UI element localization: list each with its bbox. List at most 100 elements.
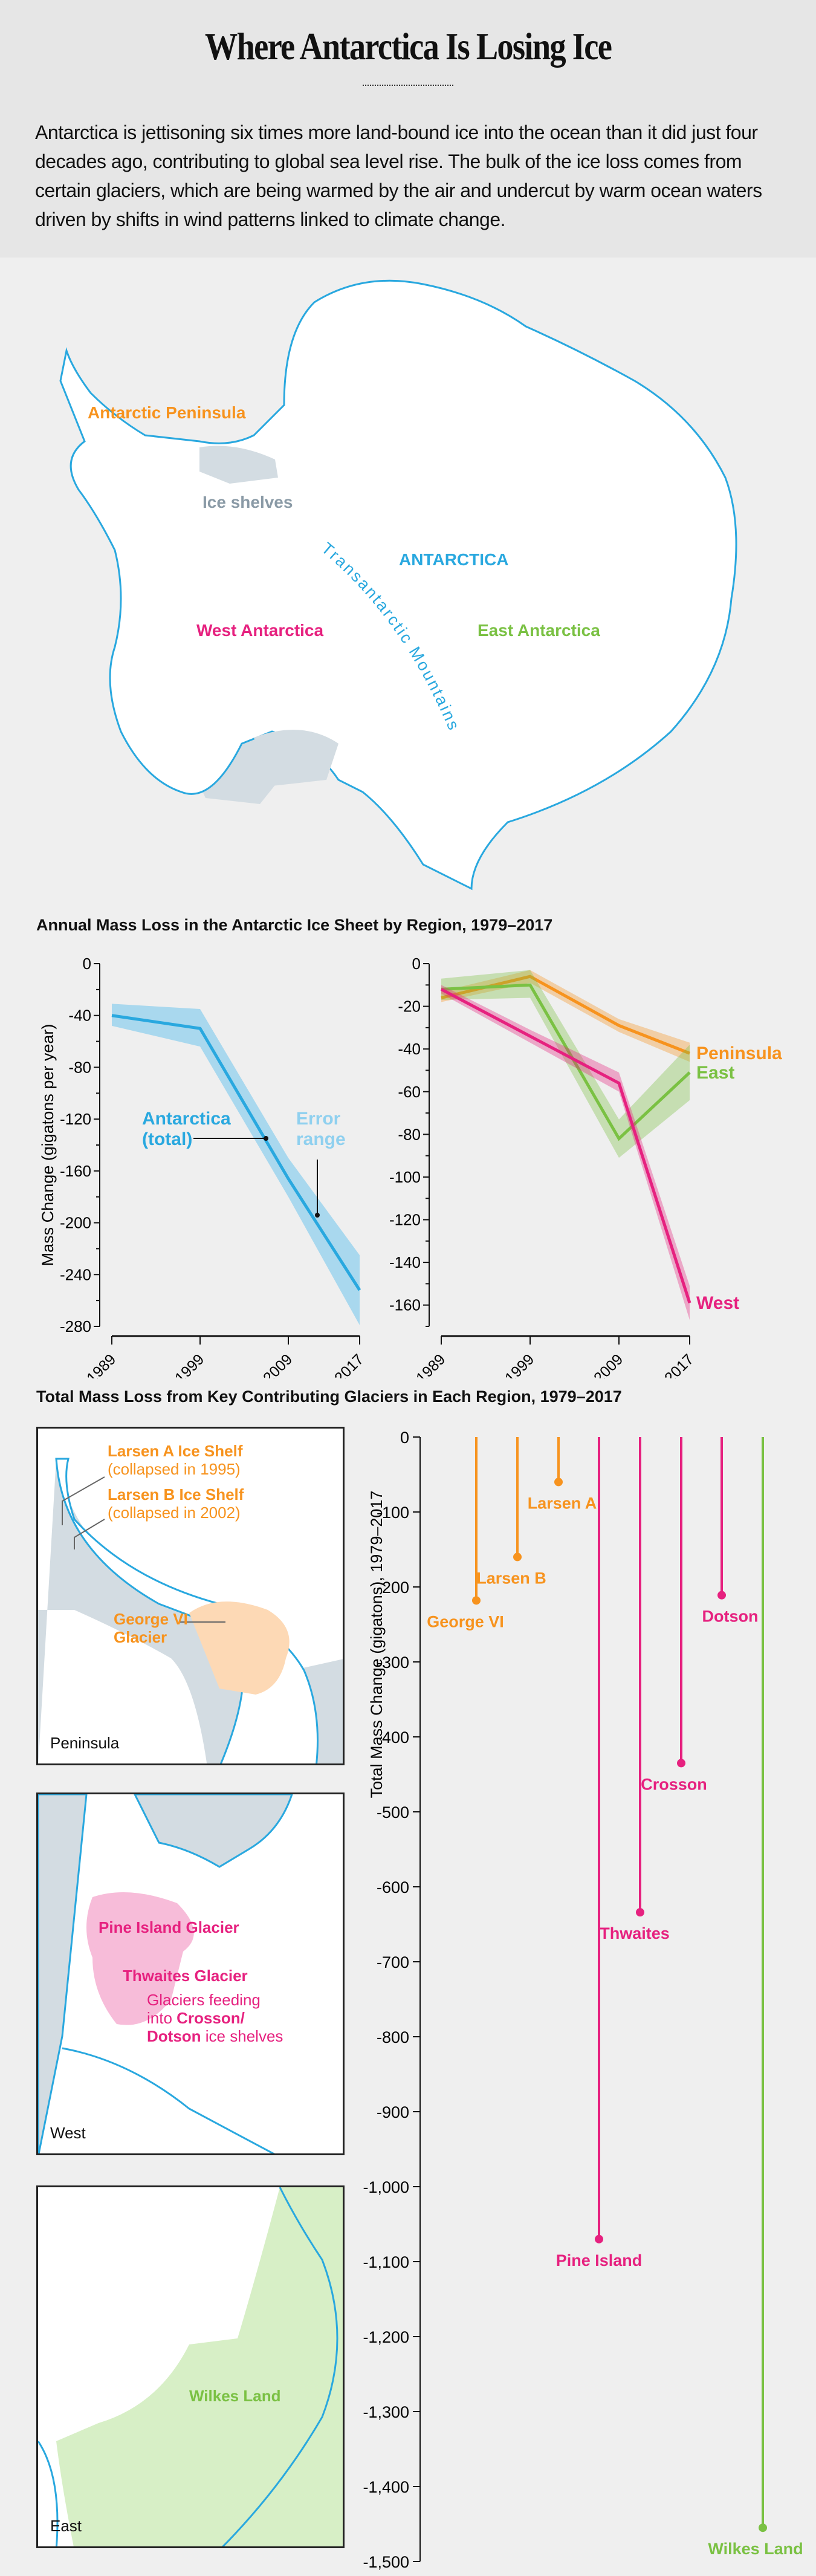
y-tick-label: 0 <box>412 955 421 973</box>
west-map <box>38 1794 293 2153</box>
page-title: Where Antarctica Is Losing Ice <box>204 25 612 68</box>
header: Where Antarctica Is Losing Ice Antarctic… <box>0 0 816 258</box>
peninsula-map <box>38 1458 343 1763</box>
y-tick-label: -20 <box>398 998 421 1016</box>
panel-label: Peninsula <box>50 1734 120 1752</box>
series-label-peninsula: Peninsula <box>696 1043 782 1063</box>
y-tick-label: -120 <box>60 1110 91 1128</box>
bar-label: Thwaites <box>600 1924 670 1942</box>
feed-5: ice shelves <box>205 2027 283 2045</box>
series-label-east: East <box>696 1063 734 1083</box>
label-larsen-b-note: (collapsed in 2002) <box>108 1504 241 1522</box>
feed-3: Crosson/ <box>176 2009 245 2027</box>
bar-label: Crosson <box>641 1775 707 1793</box>
bar-end-dot <box>677 1759 685 1768</box>
y-tick-label: -1,200 <box>363 2328 409 2346</box>
y-tick-label: -1,400 <box>363 2478 409 2496</box>
feed-1: Glaciers feeding <box>147 1991 261 2009</box>
continent <box>59 279 737 891</box>
antarctica-map: Antarctic Peninsula Ice shelves ANTARCTI… <box>59 279 737 891</box>
bar-end-dot <box>513 1552 522 1562</box>
label-larsen-a-note: (collapsed in 1995) <box>108 1460 241 1478</box>
series-line-west <box>440 988 691 1303</box>
y-tick-label: -300 <box>377 1653 409 1672</box>
y-axis-label: Total Mass Change (gigatons), 1979–2017 <box>368 1491 386 1799</box>
y-tick-label: -700 <box>377 1953 409 1971</box>
series-line-east <box>441 983 691 1141</box>
ice-shelf-ross-inner <box>254 730 338 786</box>
bar-label: Dotson <box>702 1608 759 1626</box>
feed-4: Dotson <box>147 2027 201 2045</box>
intro-text: Antarctica is jettisoning six times more… <box>35 122 762 230</box>
y-tick-label: -40 <box>398 1040 421 1058</box>
y-tick-label: -800 <box>377 2028 409 2046</box>
y-tick-label: -240 <box>60 1265 91 1283</box>
panel-west: Pine Island Glacier Thwaites Glacier Gla… <box>36 1792 345 2155</box>
y-tick-label: 0 <box>400 1429 409 1447</box>
bar-end-dot <box>636 1908 644 1917</box>
annotation-dot <box>315 1213 320 1218</box>
east-map <box>38 2187 343 2546</box>
map-label-east: East Antarctica <box>478 621 600 640</box>
feed-2: into <box>147 2009 177 2027</box>
annual-mass-loss-charts: 0-40-80-120-160-200-240-2801979-19891989… <box>39 955 782 1378</box>
panel-peninsula: Larsen A Ice Shelf (collapsed in 1995) L… <box>36 1427 345 1765</box>
map-label-ice-shelves: Ice shelves <box>202 493 293 511</box>
bar-end-dot <box>759 2523 767 2532</box>
annotation-line: (total) <box>142 1129 192 1149</box>
map-label-west: West Antarctica <box>196 621 323 640</box>
bar-label: Pine Island <box>556 2251 643 2269</box>
annotation-line: range <box>296 1129 346 1149</box>
y-tick-label: -280 <box>60 1317 91 1335</box>
bar-label: Larsen A <box>528 1494 597 1512</box>
annotation-antarctica-total: Antarctica (total) <box>142 1109 231 1149</box>
x-tick-label: 1989-1999 <box>144 1351 207 1378</box>
glacier-mass-loss-chart: 0 -100 -200 -300 -400 -500 -600 -700 -800 -900 -1,… <box>363 1429 803 2571</box>
series-label-west: West <box>696 1293 739 1313</box>
label-wilkes: Wilkes Land <box>189 2387 281 2405</box>
bar-end-dot <box>717 1591 726 1600</box>
bar-end-dot <box>554 1478 563 1487</box>
y-tick-label: -80 <box>68 1058 91 1076</box>
label-feeding: Glaciers feeding into Crosson/Dotson ice … <box>147 1991 283 2045</box>
bar-label: George VI <box>427 1612 504 1630</box>
x-tick-label: 1979-1989 <box>386 1351 448 1378</box>
y-tick-label: -600 <box>377 1878 409 1896</box>
y-tick-label: -200 <box>60 1214 91 1232</box>
y-tick-label: -1,500 <box>363 2553 409 2571</box>
y-tick-label: -80 <box>398 1125 421 1143</box>
y-tick-label: -900 <box>377 2103 409 2121</box>
annotation-line: Antarctica <box>142 1109 231 1129</box>
label-thwaites: Thwaites Glacier <box>123 1967 248 1985</box>
y-tick-label: -160 <box>389 1296 421 1314</box>
bar-end-dot <box>472 1596 481 1605</box>
label-george-2: Glacier <box>114 1628 167 1646</box>
bar-end-dot <box>595 2234 603 2243</box>
annotation-line: Error <box>296 1109 341 1129</box>
annotation-dot <box>264 1136 268 1141</box>
y-tick-label: -100 <box>389 1168 421 1186</box>
label-larsen-b: Larsen B Ice Shelf <box>108 1485 244 1504</box>
y-tick-label: -500 <box>377 1803 409 1822</box>
y-tick-label: -60 <box>398 1083 421 1101</box>
x-tick-label: 1999-2009 <box>563 1351 626 1378</box>
x-tick-label: 2009-2017 <box>634 1351 697 1378</box>
panel-label: West <box>50 2124 86 2142</box>
chart1-title: Annual Mass Loss in the Antarctic Ice Sh… <box>36 916 553 934</box>
ice-shelf-ronne <box>199 446 278 484</box>
y-tick-label: 0 <box>83 955 91 973</box>
x-tick-label: 1989-1999 <box>474 1351 537 1378</box>
y-tick-label: -140 <box>389 1253 421 1271</box>
y-tick-label: -1,000 <box>363 2178 409 2196</box>
y-tick-label: -160 <box>60 1162 91 1180</box>
y-tick-label: -40 <box>68 1007 91 1025</box>
chart2-title: Total Mass Loss from Key Contributing Gl… <box>36 1387 622 1406</box>
bar-label: Larsen B <box>476 1569 546 1587</box>
y-tick-label: -120 <box>389 1211 421 1229</box>
y-tick-label: -1,100 <box>363 2253 409 2271</box>
y-tick-label: -1,300 <box>363 2403 409 2421</box>
label-larsen-a: Larsen A Ice Shelf <box>108 1442 243 1460</box>
map-label-antarctica: ANTARCTICA <box>399 550 508 569</box>
label-pine-island: Pine Island Glacier <box>99 1918 239 1936</box>
y-tick-label: -200 <box>377 1578 409 1597</box>
